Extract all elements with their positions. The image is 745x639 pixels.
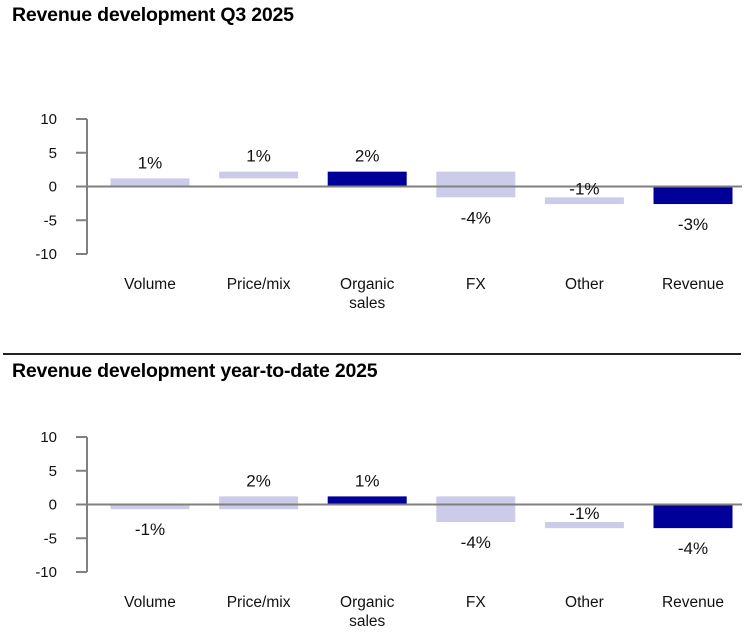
category-label: Organic	[340, 276, 395, 293]
category-label: sales	[349, 613, 385, 630]
y-tick-label: -5	[44, 212, 57, 229]
category-label: sales	[349, 295, 385, 312]
category-label: Price/mix	[227, 276, 291, 293]
bar-volume	[110, 178, 190, 187]
data-label: -1%	[569, 504, 599, 523]
data-label: -4%	[461, 208, 491, 227]
y-tick-label: 5	[49, 463, 57, 480]
chart-title-q3: Revenue development Q3 2025	[12, 4, 294, 26]
bar-organic-sales	[327, 496, 407, 505]
category-label: FX	[466, 594, 486, 611]
data-label: 1%	[138, 153, 163, 172]
category-label: Volume	[124, 594, 176, 611]
waterfall-chart-q3: 10 5 0 -5 -10 1% 1% 2% -4% -1% -3% Volume Price/mix O…	[35, 111, 742, 312]
category-label: Other	[565, 594, 604, 611]
data-label: 2%	[246, 471, 271, 490]
y-tick-label: -10	[35, 564, 57, 581]
bar-organic-sales	[327, 171, 407, 187]
category-label: Other	[565, 276, 604, 293]
bar-price-mix	[219, 171, 299, 179]
bar-revenue	[653, 186, 733, 205]
category-label: Volume	[124, 276, 176, 293]
section-divider	[3, 353, 741, 355]
category-label: Price/mix	[227, 594, 291, 611]
waterfall-chart-ytd: 10 5 0 -5 -10 -1% 2% 1% -4% -1% -4% Volume Price/mix…	[35, 429, 742, 630]
bar-volume	[110, 504, 190, 510]
data-label: 1%	[355, 471, 380, 490]
category-label: Organic	[340, 594, 395, 611]
chart-title-ytd: Revenue development year-to-date 2025	[12, 360, 378, 382]
data-label: -1%	[569, 179, 599, 198]
data-label: -3%	[678, 215, 708, 234]
y-tick-label: -10	[35, 246, 57, 263]
bar-fx	[436, 171, 516, 198]
bar-revenue	[653, 504, 733, 529]
category-label: FX	[466, 276, 486, 293]
category-label: Revenue	[662, 594, 724, 611]
y-tick-label: 5	[49, 145, 57, 162]
data-label: -4%	[461, 533, 491, 552]
y-tick-label: 0	[49, 179, 57, 196]
data-label: -4%	[678, 539, 708, 558]
bar-other	[544, 197, 624, 205]
bar-fx	[436, 496, 516, 523]
y-tick-label: -5	[44, 530, 57, 547]
bar-price-mix	[219, 496, 299, 510]
y-tick-label: 0	[49, 497, 57, 514]
data-label: 1%	[246, 147, 271, 166]
y-tick-label: 10	[40, 111, 57, 128]
data-label: -1%	[135, 520, 165, 539]
category-label: Revenue	[662, 276, 724, 293]
data-label: 2%	[355, 147, 380, 166]
y-tick-label: 10	[40, 429, 57, 446]
bar-other	[544, 522, 624, 529]
